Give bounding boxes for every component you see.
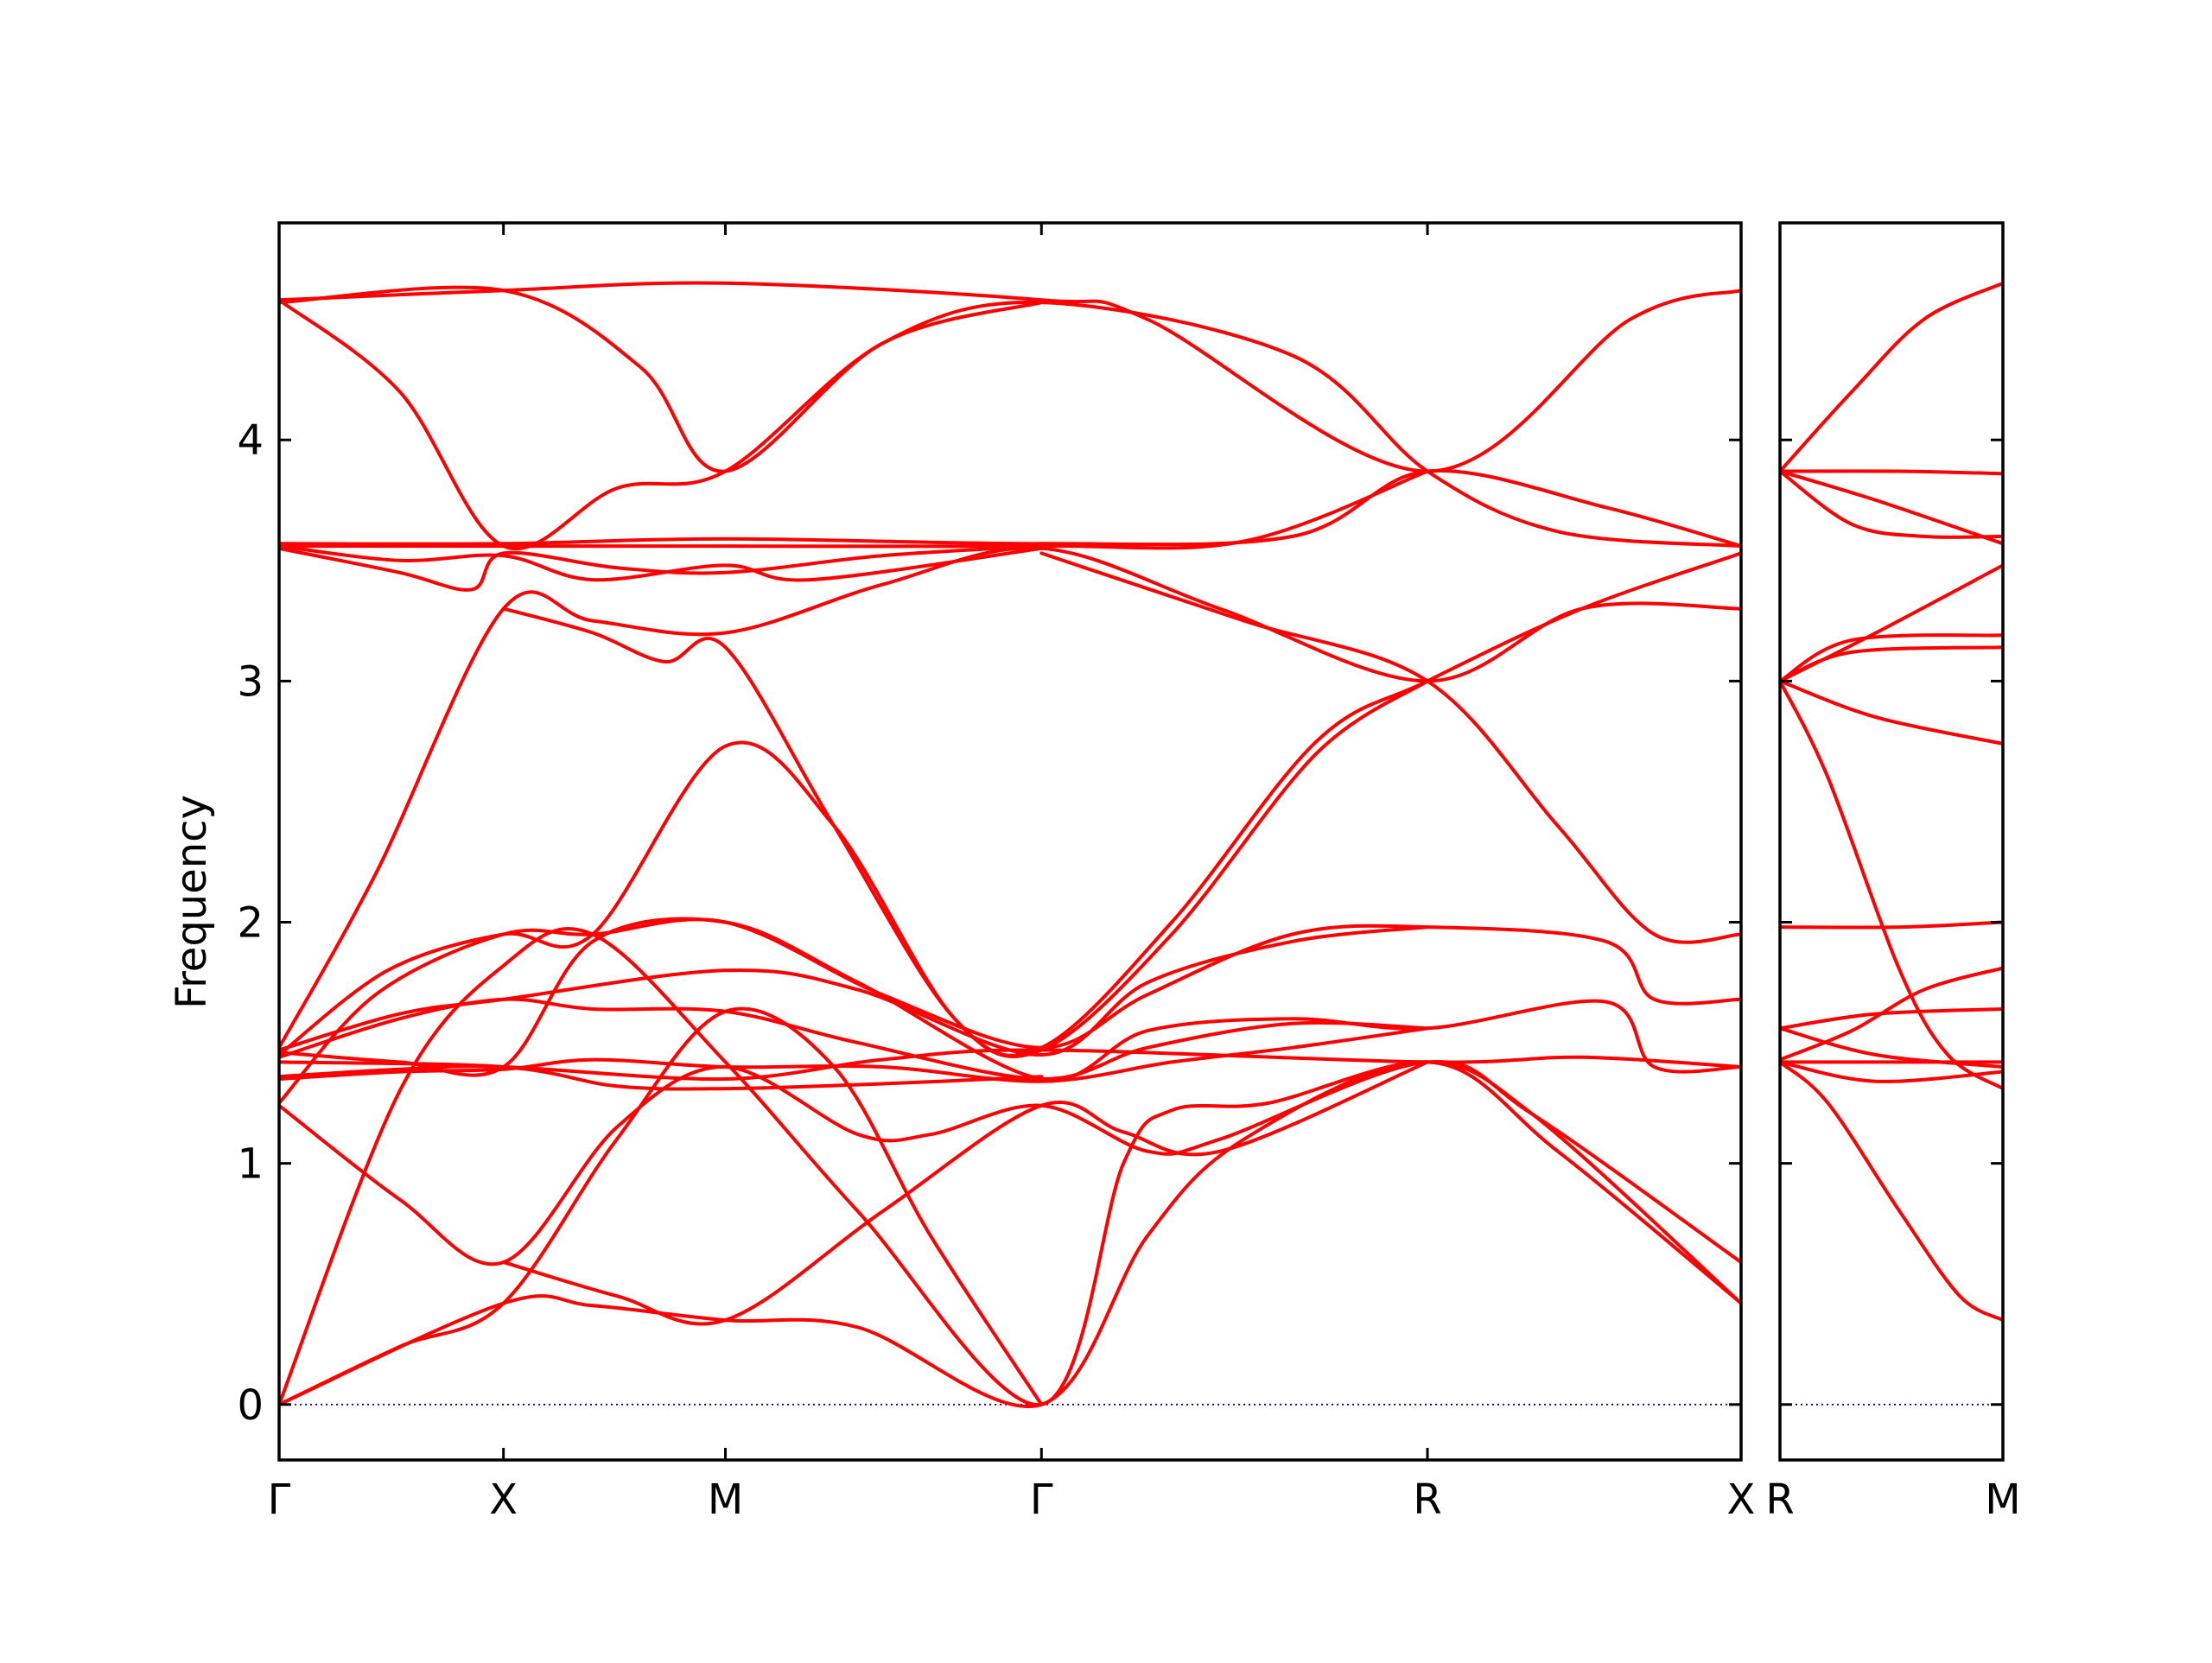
y-tick-label: 2	[237, 899, 264, 948]
x-tick-label: Γ	[1030, 1476, 1053, 1524]
band-line-5	[279, 469, 1429, 550]
band-line-10	[1039, 551, 1741, 944]
band-line-11	[279, 679, 1429, 1058]
band-line-16	[1780, 1060, 2003, 1323]
band-line-4	[279, 468, 1741, 549]
band-line-7	[1780, 645, 2003, 683]
x-tick-label: X	[1727, 1476, 1756, 1524]
y-axis-label: Frequency	[168, 795, 216, 1009]
y-tick-label: 4	[237, 416, 264, 465]
band-line-1	[279, 281, 1741, 473]
band-line-3	[279, 285, 1044, 473]
band-line-9	[1780, 679, 2003, 1091]
main-panel: 0 1 2 3 4 Γ X M Γ R X	[237, 221, 1756, 1524]
band-line-13	[279, 925, 1429, 1057]
band-line-12	[1780, 1007, 2003, 1031]
band-line-8	[1780, 679, 2003, 746]
x-tick-label: M	[1985, 1476, 2020, 1524]
band-line-10	[1780, 920, 2003, 930]
y-tick-label: 3	[237, 657, 264, 706]
band-line-4	[1780, 469, 2003, 539]
band-line-6	[1780, 633, 2003, 683]
band-series-group	[1780, 281, 2003, 1323]
x-tick-label: R	[1413, 1476, 1441, 1524]
band-line-13	[1780, 1026, 2003, 1069]
x-tick-label: M	[708, 1476, 743, 1524]
band-line-20	[279, 1006, 1044, 1406]
band-line-19	[279, 1059, 1741, 1266]
band-line-15	[1780, 1060, 2003, 1083]
band-line-2	[1780, 469, 2003, 476]
band-line-7	[279, 544, 1044, 582]
band-line-6	[279, 544, 1044, 592]
x-tick-label: X	[489, 1476, 518, 1524]
band-line-9	[501, 551, 1741, 1057]
band-line-12	[279, 917, 1741, 1105]
y-tick-label: 1	[237, 1140, 264, 1189]
band-line-3	[1780, 469, 2003, 546]
x-tick-label: Γ	[268, 1476, 291, 1524]
plot-frame	[277, 221, 1743, 1462]
band-line-1	[1780, 281, 2003, 473]
band-line-23	[501, 1060, 1429, 1326]
y-tick-label: 0	[237, 1381, 264, 1430]
band-line-22	[279, 1060, 1741, 1408]
x-tick-label: R	[1765, 1476, 1794, 1524]
plot-frame	[1778, 221, 2005, 1462]
band-line-8	[279, 546, 1741, 1050]
band-series-group	[279, 281, 1741, 1408]
band-line-11	[1780, 966, 2003, 1062]
